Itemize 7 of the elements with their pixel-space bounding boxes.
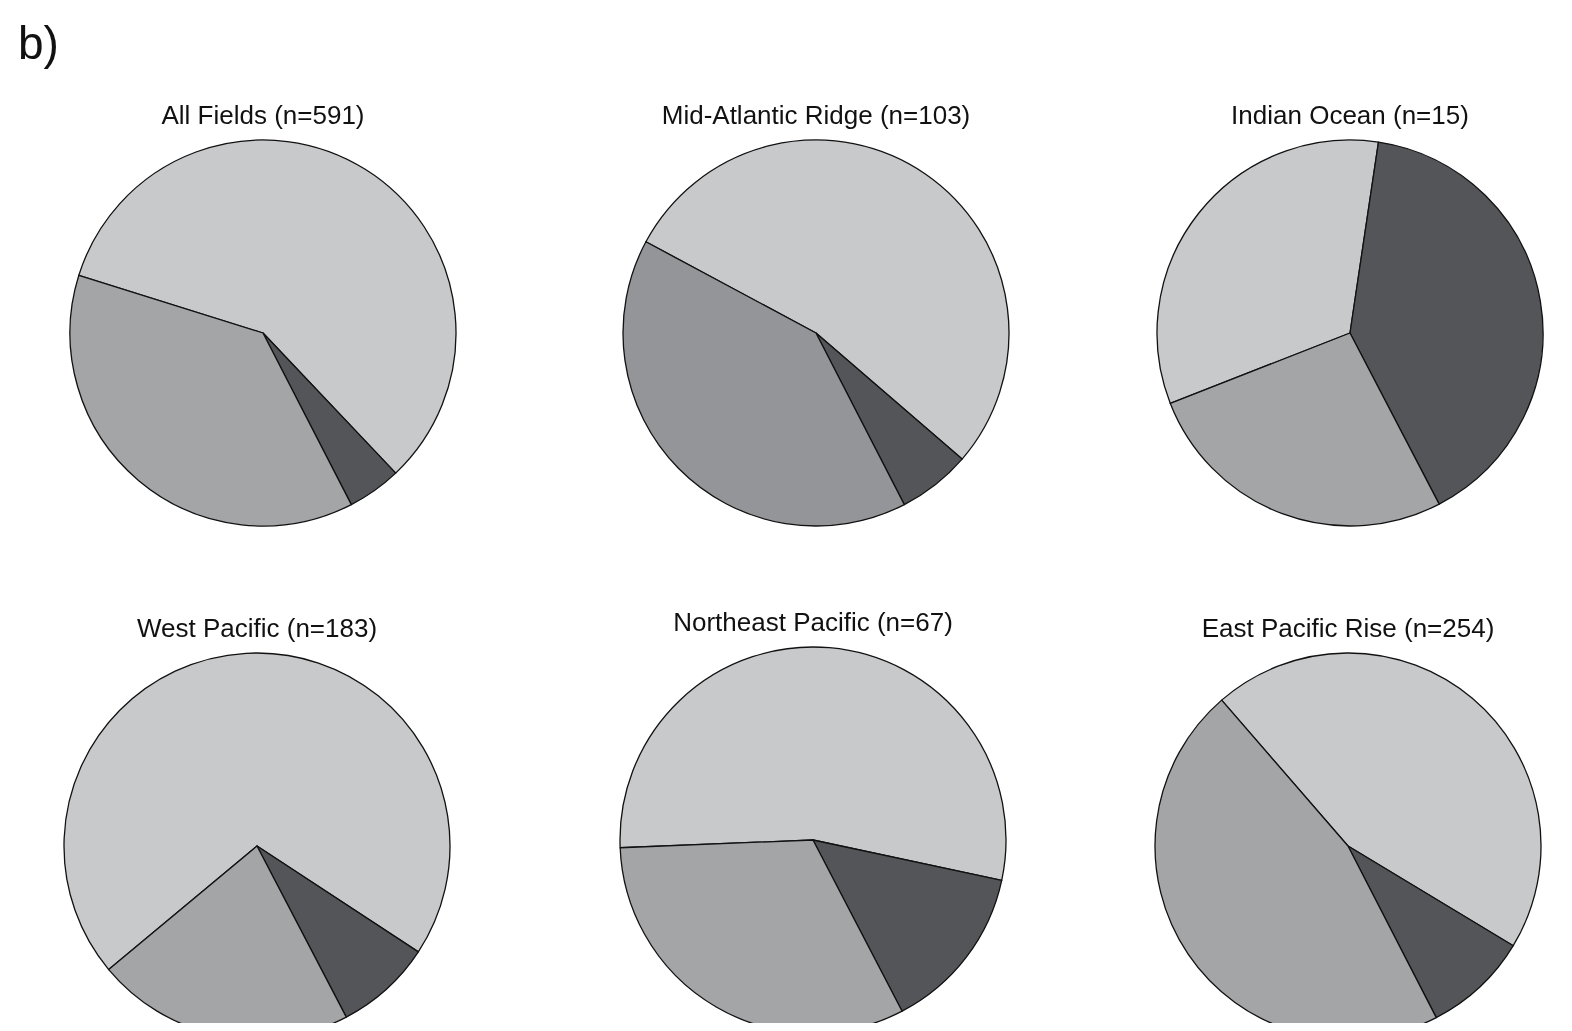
chart-title: Mid-Atlantic Ridge (n=103) (661, 100, 971, 130)
chart-title: Northeast Pacific (n=67) (673, 607, 953, 637)
chart-title: Indian Ocean (n=15) (1231, 100, 1469, 130)
text: b) (18, 17, 59, 69)
chart-title: West Pacific (n=183) (136, 613, 378, 643)
chart-title: East Pacific Rise (n=254) (1201, 613, 1495, 643)
chart-title: All Fields (n=591) (161, 100, 365, 130)
